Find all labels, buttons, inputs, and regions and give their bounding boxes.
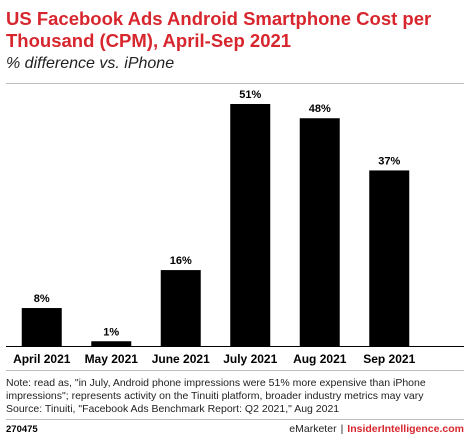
bottom-divider [6, 370, 464, 371]
chart-id: 270475 [6, 424, 38, 435]
bar-aug-2021 [299, 118, 340, 346]
footer-brand: eMarketer | InsiderIntelligence.com [289, 423, 464, 435]
category-label: June 2021 [152, 352, 210, 366]
bar-sep-2021 [369, 170, 410, 346]
chart-notes: Note: read as, "in July, Android phone i… [6, 377, 464, 416]
category-label: May 2021 [85, 352, 139, 366]
bar-may-2021 [91, 341, 132, 346]
category-label: April 2021 [13, 352, 71, 366]
source-line: Source: Tinuiti, "Facebook Ads Benchmark… [6, 403, 340, 415]
value-label: 16% [170, 255, 192, 267]
brand-insider-intelligence[interactable]: InsiderIntelligence.com [347, 423, 464, 435]
top-divider [6, 83, 464, 84]
note-line-2: impressions"; represents activity on the… [6, 390, 424, 402]
bar-june-2021 [160, 270, 201, 346]
bar-chart: 8% April 2021 1% May 2021 16% June 2021 51% Jul… [6, 89, 464, 366]
value-label: 37% [378, 155, 400, 167]
bar-april-2021 [21, 308, 62, 346]
category-label: Aug 2021 [293, 352, 347, 366]
brand-emarketer: eMarketer [289, 423, 337, 435]
value-label: 1% [103, 326, 119, 338]
category-label: Sep 2021 [363, 352, 415, 366]
category-label: July 2021 [223, 352, 277, 366]
value-label: 51% [239, 89, 261, 101]
footer-divider [6, 419, 464, 420]
value-label: 48% [309, 103, 331, 115]
chart-subtitle: % difference vs. iPhone [6, 55, 175, 72]
value-label: 8% [34, 293, 50, 305]
bar-july-2021 [230, 104, 271, 346]
chart-title: US Facebook Ads Android Smartphone Cost … [6, 8, 432, 51]
note-line-1: Note: read as, "in July, Android phone i… [6, 377, 426, 389]
brand-separator: | [340, 423, 344, 435]
